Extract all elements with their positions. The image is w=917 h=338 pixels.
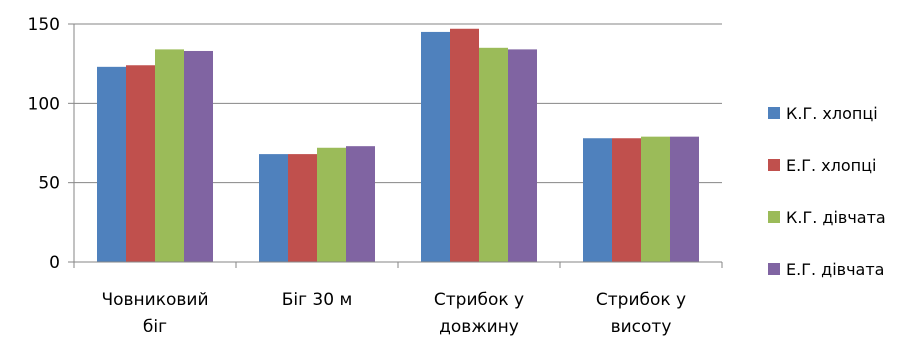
- y-tick-label: 100: [28, 94, 60, 114]
- y-tick-labels: 0 50 100 150: [28, 15, 60, 273]
- axes: [68, 23, 723, 268]
- bar: [155, 49, 184, 263]
- legend: К.Г. хлопці Е.Г. хлопці К.Г. дівчата Е.Г. д…: [768, 104, 886, 279]
- bar: [583, 138, 612, 262]
- x-category-label: біг: [143, 317, 167, 337]
- bar: [97, 66, 126, 262]
- y-tick-label: 50: [38, 174, 60, 194]
- bar: [346, 146, 375, 262]
- bar: [317, 147, 346, 262]
- y-tick-label: 0: [49, 253, 60, 273]
- legend-label: К.Г. дівчата: [786, 208, 886, 227]
- x-category-label: довжину: [439, 317, 519, 337]
- x-category-label: Човниковий: [101, 290, 208, 310]
- bar: [641, 136, 670, 262]
- x-category-label: Стрибок у: [596, 290, 686, 310]
- bar: [126, 65, 155, 263]
- bar: [508, 49, 537, 263]
- bar: [259, 154, 288, 262]
- bar: [670, 136, 699, 262]
- legend-swatch: [768, 159, 780, 171]
- bar: [479, 47, 508, 262]
- x-category-labels: Човниковий біг Біг 30 м Стрибок у довжину Стр…: [101, 290, 686, 337]
- bar: [612, 138, 641, 262]
- y-tick-label: 150: [28, 15, 60, 35]
- bars: [97, 28, 699, 263]
- bar: [184, 50, 213, 263]
- legend-label: Е.Г. хлопці: [786, 156, 876, 175]
- legend-swatch: [768, 211, 780, 223]
- x-category-label: Біг 30 м: [282, 290, 353, 310]
- bar: [288, 154, 317, 262]
- x-category-label: висоту: [611, 317, 672, 337]
- legend-label: Е.Г. дівчата: [786, 260, 884, 279]
- bar: [421, 31, 450, 262]
- bar: [450, 28, 479, 263]
- legend-label: К.Г. хлопці: [786, 104, 878, 123]
- legend-swatch: [768, 107, 780, 119]
- legend-swatch: [768, 263, 780, 275]
- x-category-label: Стрибок у: [434, 290, 524, 310]
